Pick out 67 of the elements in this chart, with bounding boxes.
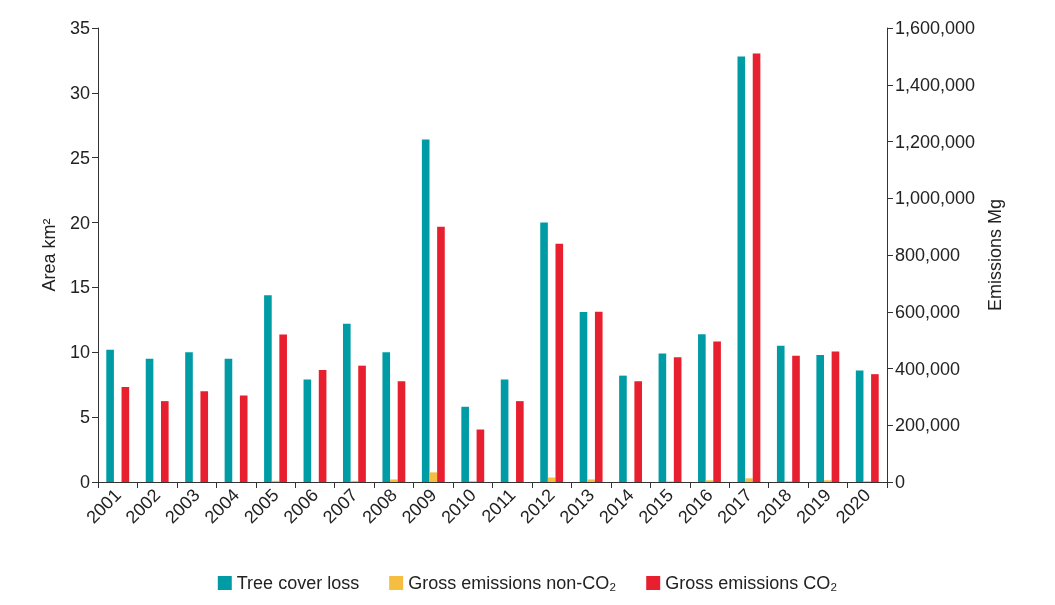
- y-tick-label: 30: [69, 82, 90, 103]
- bar: [160, 401, 169, 482]
- bar: [437, 226, 445, 482]
- bar: [855, 370, 864, 482]
- bar: [397, 381, 406, 482]
- y-tick-label: 15: [69, 277, 90, 298]
- bar: [200, 391, 209, 482]
- bar: [224, 358, 233, 482]
- bar: [239, 395, 248, 482]
- bar: [816, 354, 825, 482]
- bar: [358, 365, 366, 482]
- bar: [658, 353, 667, 482]
- y2-tick-label: 600,000: [895, 301, 961, 322]
- bar: [619, 375, 627, 482]
- bar: [555, 243, 564, 482]
- bar: [429, 472, 438, 482]
- bar: [594, 311, 603, 482]
- bar: [831, 351, 840, 482]
- bar: [390, 479, 398, 482]
- bar: [500, 379, 509, 482]
- bar: [871, 374, 879, 482]
- bar: [185, 352, 193, 482]
- y-axis-title: Area km²: [39, 218, 59, 292]
- bar: [318, 369, 327, 482]
- bar: [673, 357, 682, 482]
- bar: [579, 312, 588, 482]
- y-tick-label: 20: [69, 212, 90, 233]
- y2-tick-label: 1,200,000: [895, 131, 976, 152]
- bar: [792, 355, 800, 482]
- y-tick-label: 5: [79, 407, 90, 428]
- bar: [776, 345, 785, 482]
- legend-label: Tree cover loss: [236, 573, 360, 593]
- bar: [106, 349, 114, 482]
- bar: [279, 334, 287, 482]
- bar: [713, 341, 721, 482]
- legend-label: Gross emissions non-CO₂: [408, 573, 617, 593]
- bar: [421, 139, 430, 482]
- bar: [121, 386, 130, 482]
- bar: [516, 401, 524, 482]
- y2-axis-title: Emissions Mg: [984, 198, 1005, 312]
- y-tick-label: 25: [69, 147, 90, 168]
- y2-tick-label: 1,400,000: [895, 74, 976, 95]
- y2-tick-label: 1,600,000: [895, 18, 976, 38]
- y2-tick-label: 400,000: [895, 358, 961, 379]
- bar: [698, 334, 706, 482]
- y-tick-label: 10: [69, 342, 90, 363]
- y2-tick-label: 1,000,000: [895, 188, 976, 209]
- y2-tick-label: 0: [895, 472, 906, 492]
- legend-label: Gross emissions CO₂: [665, 573, 838, 593]
- bar: [382, 352, 391, 482]
- bar: [547, 477, 556, 482]
- bar: [540, 222, 548, 482]
- bar: [737, 56, 746, 482]
- bar: [461, 406, 469, 482]
- bar: [745, 478, 753, 482]
- bar: [264, 295, 272, 482]
- y2-tick-label: 200,000: [895, 415, 961, 436]
- bar: [303, 379, 312, 482]
- bar: [476, 429, 485, 482]
- y-tick-label: 0: [79, 472, 90, 492]
- bar: [587, 479, 595, 482]
- y-tick-label: 35: [69, 18, 90, 38]
- bar: [342, 323, 351, 482]
- y2-tick-label: 800,000: [895, 245, 961, 265]
- bar: [752, 53, 761, 482]
- bar: [634, 381, 643, 482]
- bar: [145, 358, 154, 482]
